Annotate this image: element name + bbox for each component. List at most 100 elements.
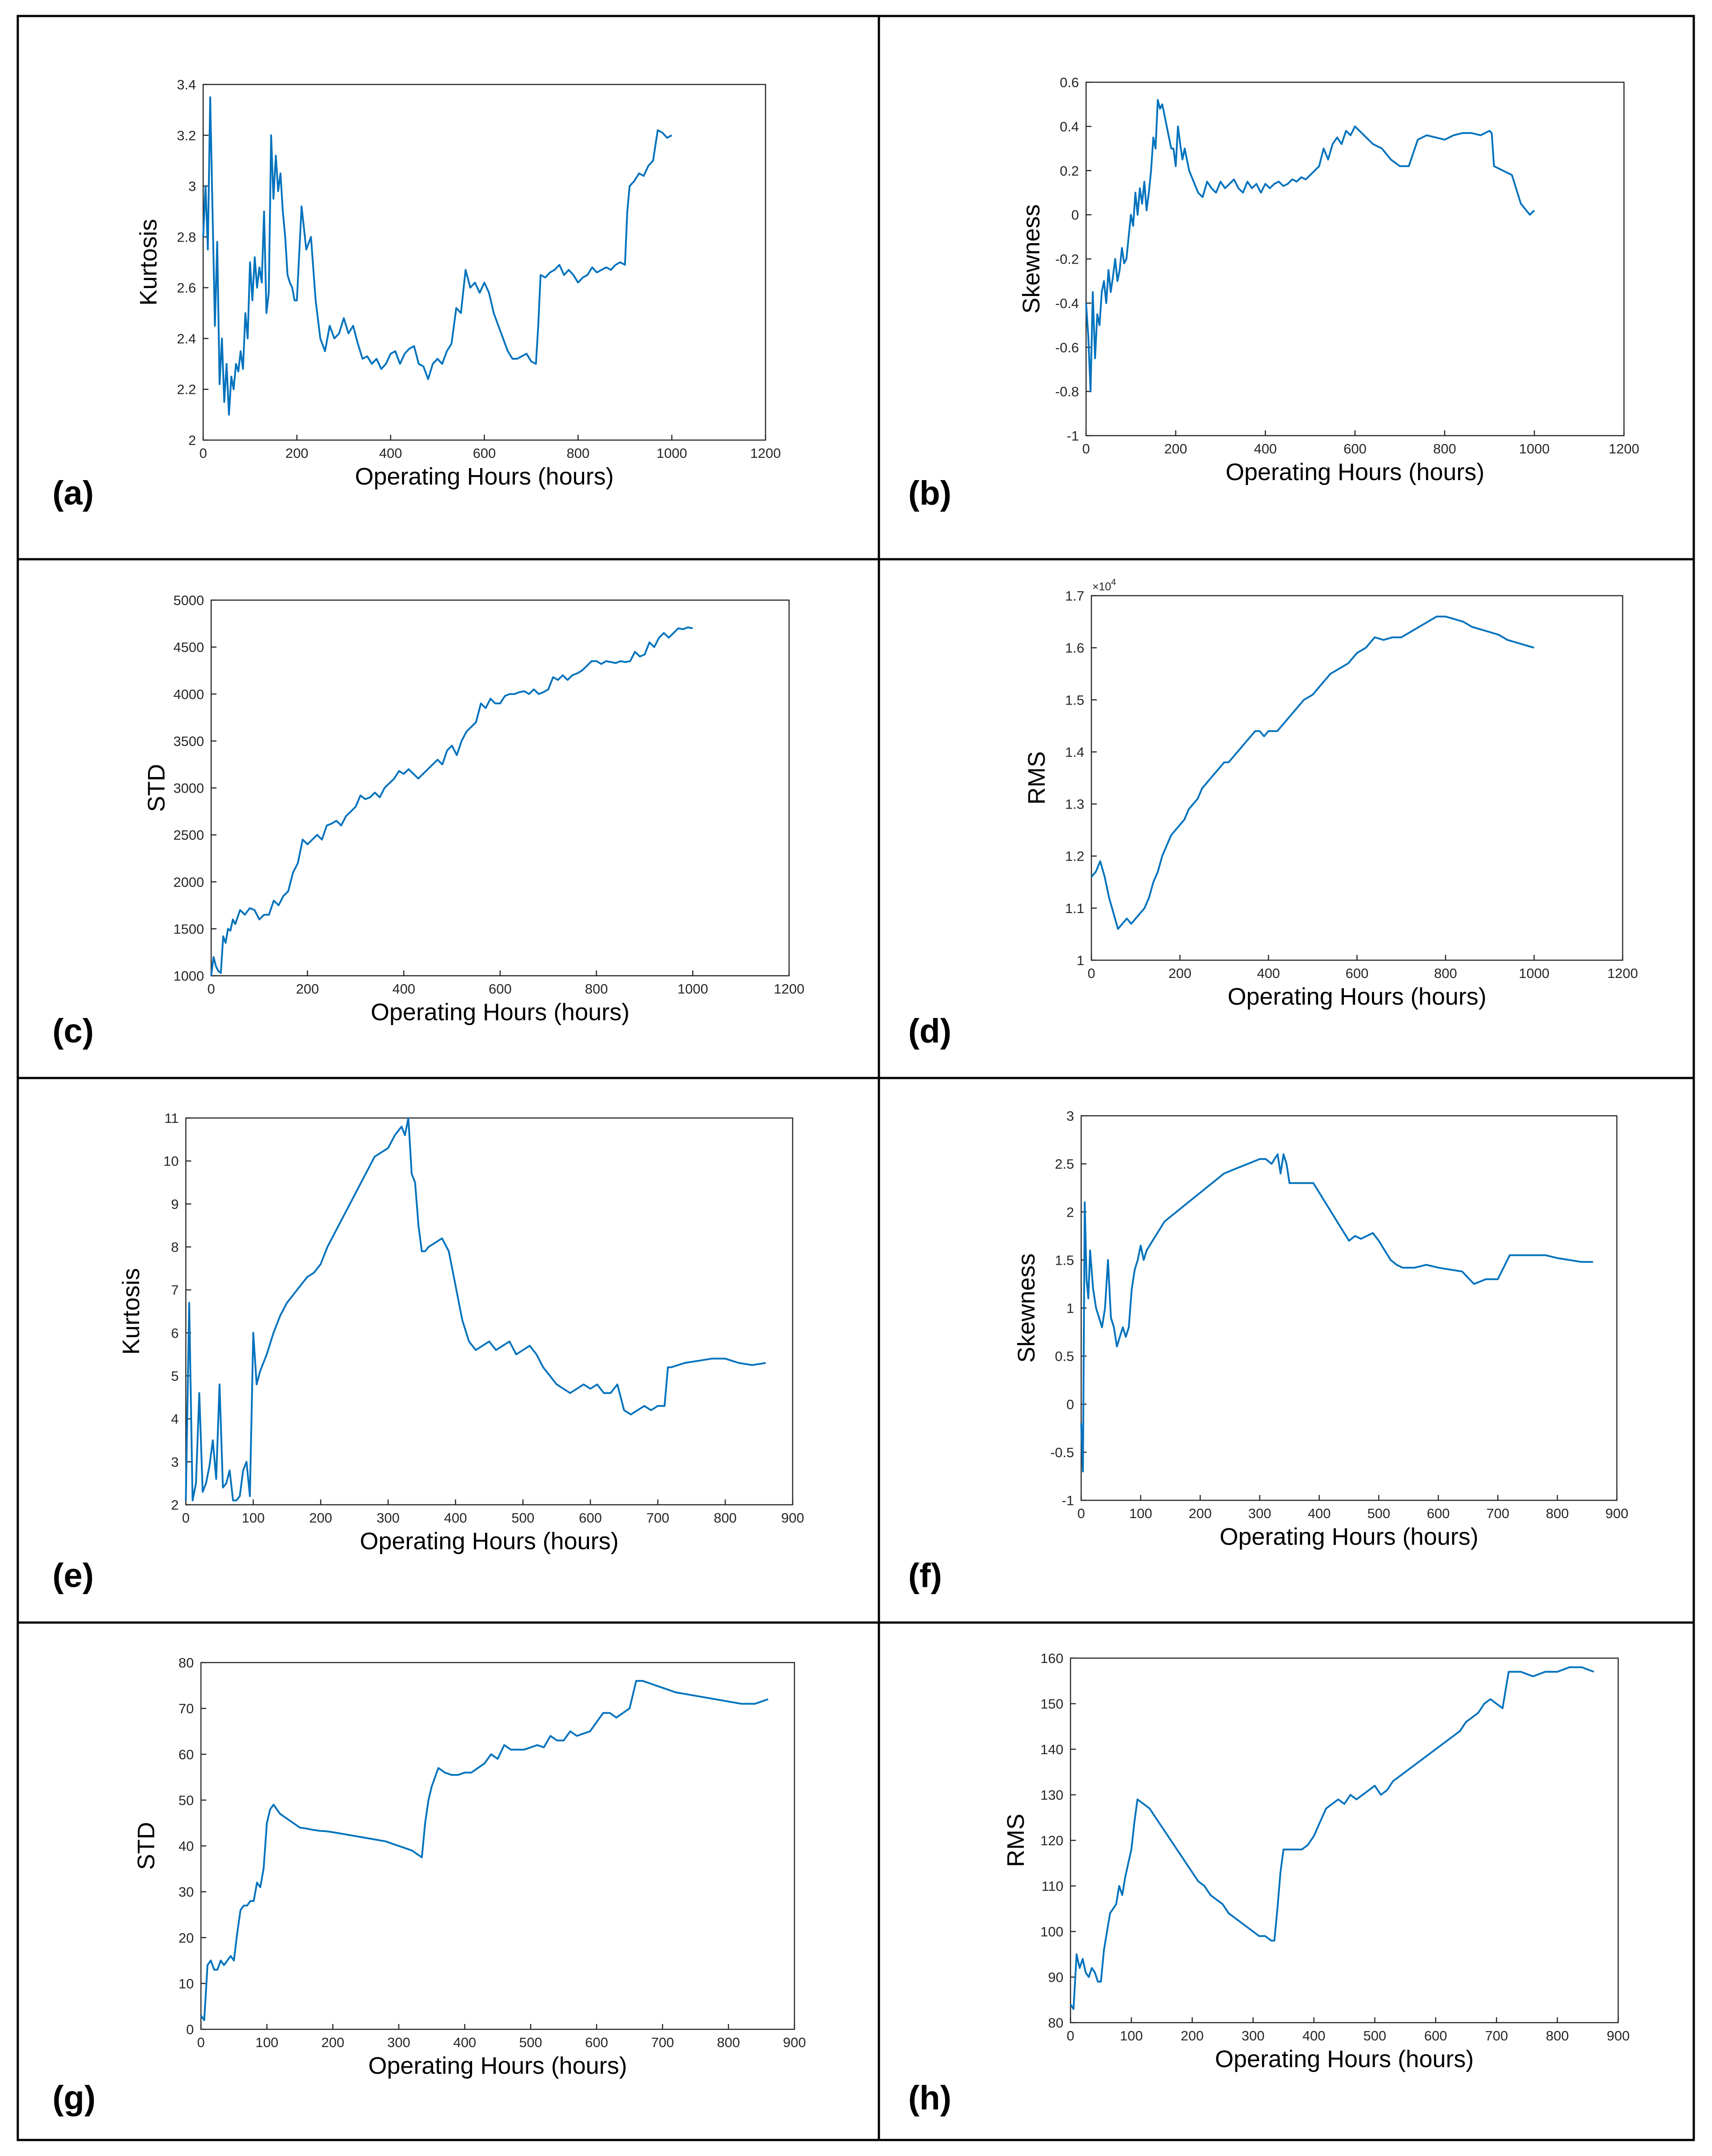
y-tick-label: -0.2	[1055, 252, 1079, 267]
y-axis-label: Skewness	[1013, 1253, 1040, 1363]
y-tick-label: -1	[1062, 1493, 1074, 1508]
x-tick-label: 1200	[1608, 966, 1638, 981]
x-tick-label: 700	[1486, 1506, 1509, 1521]
y-tick-label: 60	[179, 1747, 194, 1762]
x-tick-label: 200	[1181, 2028, 1204, 2044]
y-axis-label: RMS	[1023, 751, 1050, 805]
x-tick-label: 1200	[774, 981, 805, 997]
x-tick-label: 800	[714, 1510, 737, 1526]
y-tick-label: 160	[1040, 1651, 1063, 1666]
y-tick-label: 1.2	[1065, 849, 1084, 864]
y-tick-label: 1.5	[1055, 1252, 1074, 1268]
axes-box	[185, 1117, 794, 1506]
x-tick-label: 800	[1434, 966, 1457, 981]
y-tick-label: 11	[164, 1110, 179, 1126]
x-tick-label: 600	[1346, 966, 1369, 981]
panel-label: (f)	[908, 1557, 942, 1595]
y-tick-label: -0.6	[1055, 340, 1079, 355]
panel-d: 0 200 400 600 800 1000 1200 1 1.1 1.2 1.3 1.4 1.5 1.6…	[908, 577, 1638, 1050]
y-tick-label: 6	[171, 1325, 179, 1341]
y-tick-label: 1.4	[1065, 744, 1084, 760]
y-tick-label: 10	[164, 1154, 179, 1169]
x-tick-label: 600	[585, 2035, 608, 2050]
axes-box	[200, 1662, 795, 2030]
y-tick-label: 2000	[173, 874, 204, 890]
panel-h: 0 100 200 300 400 500 600 700 800 900 80 90 100 110 12…	[908, 1651, 1630, 2117]
y-tick-label: 5000	[173, 593, 204, 608]
x-tick-label: 700	[646, 1510, 670, 1526]
x-tick-label: 0	[197, 2035, 204, 2050]
x-tick-label: 300	[387, 2035, 410, 2050]
series-line	[210, 626, 693, 976]
y-axis-label: Kurtosis	[135, 219, 162, 305]
x-tick-label: 600	[579, 1510, 602, 1526]
y-tick-label: 4000	[173, 686, 204, 702]
y-tick-label: 140	[1040, 1742, 1063, 1757]
y-tick-label: 50	[179, 1792, 194, 1808]
x-tick-label: 300	[377, 1510, 400, 1526]
x-tick-label: 400	[453, 2035, 476, 2050]
y-tick-label: 1000	[173, 968, 204, 984]
x-tick-label: 200	[1189, 1506, 1212, 1521]
x-tick-label: 500	[511, 1510, 534, 1526]
panel-label: (a)	[52, 474, 94, 512]
y-tick-label: 3.4	[177, 77, 196, 92]
y-tick-label: 120	[1040, 1833, 1063, 1848]
x-axis-label: Operating Hours (hours)	[1227, 983, 1486, 1010]
y-tick-label: 2	[171, 1497, 179, 1513]
y-tick-label: 3	[188, 179, 196, 194]
y-tick-label: 2	[188, 433, 196, 448]
y-tick-label: -0.4	[1055, 296, 1079, 311]
y-axis-label: Kurtosis	[118, 1268, 144, 1355]
y-tick-label: -0.8	[1055, 384, 1079, 400]
series-line	[1070, 1666, 1594, 2010]
y-tick-label: -1	[1066, 428, 1079, 444]
y-tick-label: 3500	[173, 733, 204, 749]
y-tick-label: 2.8	[177, 229, 196, 245]
y-tick-label: 20	[179, 1930, 194, 1946]
series-line	[1080, 1153, 1593, 1473]
x-tick-label: 600	[489, 981, 512, 997]
x-tick-label: 400	[1303, 2028, 1326, 2044]
x-tick-label: 0	[1087, 966, 1095, 981]
x-tick-label: 1200	[750, 445, 781, 461]
x-tick-label: 400	[1257, 966, 1280, 981]
x-tick-label: 200	[321, 2035, 345, 2050]
x-tick-label: 400	[379, 445, 402, 461]
x-tick-label: 100	[1129, 1506, 1152, 1521]
x-tick-label: 700	[651, 2035, 674, 2050]
panel-f: 0 100 200 300 400 500 600 700 800 900 -1 -0.5 0 0.5 1 1…	[908, 1108, 1628, 1595]
y-tick-label: 4	[171, 1411, 179, 1427]
x-tick-label: 800	[1433, 441, 1456, 457]
x-tick-label: 1200	[1609, 441, 1640, 457]
x-tick-label: 500	[1367, 1506, 1391, 1521]
y-axis-label: STD	[133, 1822, 160, 1870]
x-tick-label: 200	[1164, 441, 1187, 457]
x-tick-label: 500	[1363, 2028, 1387, 2044]
series-line	[200, 1680, 769, 2021]
axes-box	[1080, 1115, 1618, 1501]
axes-box	[1070, 1657, 1619, 2024]
series-line	[1085, 99, 1535, 393]
x-tick-label: 900	[1605, 1506, 1628, 1521]
y-tick-label: 8	[171, 1239, 179, 1255]
x-axis-label: Operating Hours (hours)	[1219, 1523, 1478, 1550]
series-line	[1091, 615, 1535, 930]
y-tick-label: 1	[1066, 1301, 1074, 1316]
y-tick-label: 2	[1066, 1204, 1074, 1220]
x-axis-label: Operating Hours (hours)	[1215, 2046, 1474, 2072]
panel-g: 0 100 200 300 400 500 600 700 800 900 0 10 20 30 40 50 6…	[52, 1655, 806, 2117]
y-tick-label: 0.2	[1060, 163, 1079, 179]
y-tick-label: 1.3	[1065, 797, 1084, 812]
y-tick-label: 1.7	[1065, 588, 1084, 604]
y-axis-label: STD	[143, 764, 170, 812]
panel-c: 0 200 400 600 800 1000 1200 1000 1500 2000 2500 300…	[52, 593, 804, 1050]
x-axis-label: Operating Hours (hours)	[368, 2052, 627, 2079]
y-tick-label: 150	[1040, 1696, 1063, 1712]
y-tick-label: 0	[1071, 207, 1079, 223]
panel-label: (b)	[908, 474, 951, 512]
x-tick-label: 800	[1546, 2028, 1569, 2044]
panel-label: (g)	[52, 2079, 96, 2117]
y-axis-label: Skewness	[1018, 204, 1045, 313]
